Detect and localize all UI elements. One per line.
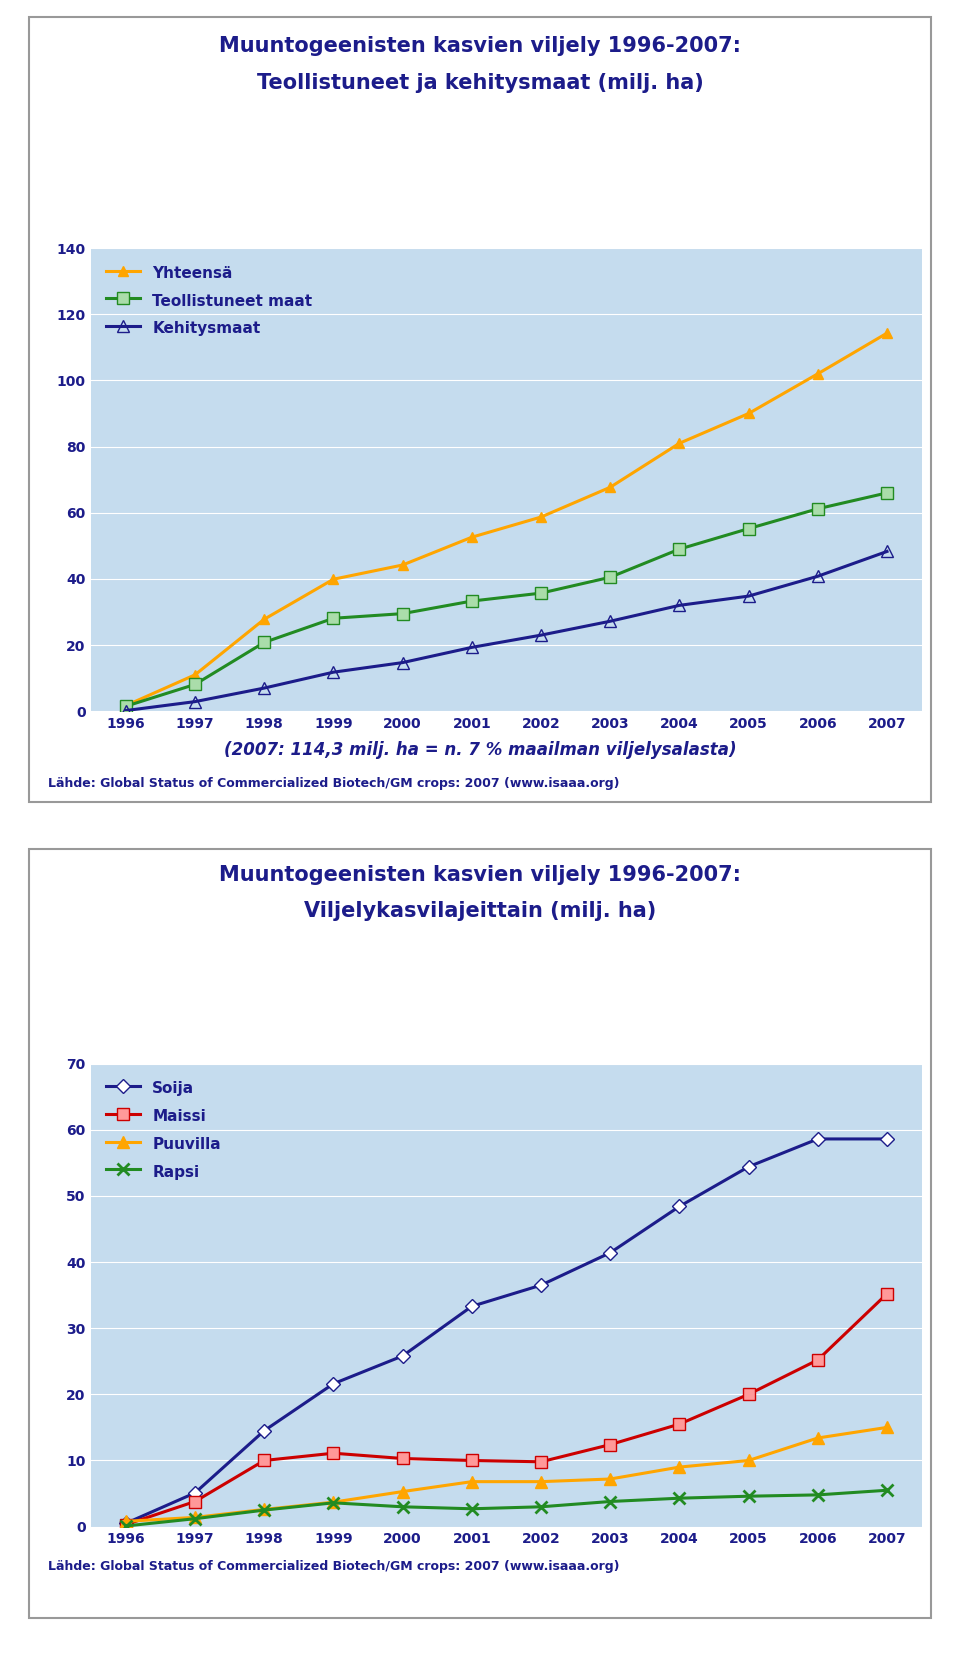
Text: Viljelykasvilajeittain (milj. ha): Viljelykasvilajeittain (milj. ha) [304,901,656,921]
Legend: Yhteensä, Teollistuneet maat, Kehitysmaat: Yhteensä, Teollistuneet maat, Kehitysmaa… [99,256,320,346]
Legend: Soija, Maissi, Puuvilla, Rapsi: Soija, Maissi, Puuvilla, Rapsi [99,1072,228,1189]
Text: Muuntogeenisten kasvien viljely 1996-2007:: Muuntogeenisten kasvien viljely 1996-200… [219,36,741,56]
Text: Muuntogeenisten kasvien viljely 1996-2007:: Muuntogeenisten kasvien viljely 1996-200… [219,865,741,885]
Text: (2007: 114,3 milj. ha = n. 7 % maailman viljelysalasta): (2007: 114,3 milj. ha = n. 7 % maailman … [224,741,736,759]
Text: Lähde: Global Status of Commercialized Biotech/GM crops: 2007 (www.isaaa.org): Lähde: Global Status of Commercialized B… [48,1560,619,1573]
Text: Lähde: Global Status of Commercialized Biotech/GM crops: 2007 (www.isaaa.org): Lähde: Global Status of Commercialized B… [48,777,619,791]
Text: Teollistuneet ja kehitysmaat (milj. ha): Teollistuneet ja kehitysmaat (milj. ha) [256,73,704,93]
